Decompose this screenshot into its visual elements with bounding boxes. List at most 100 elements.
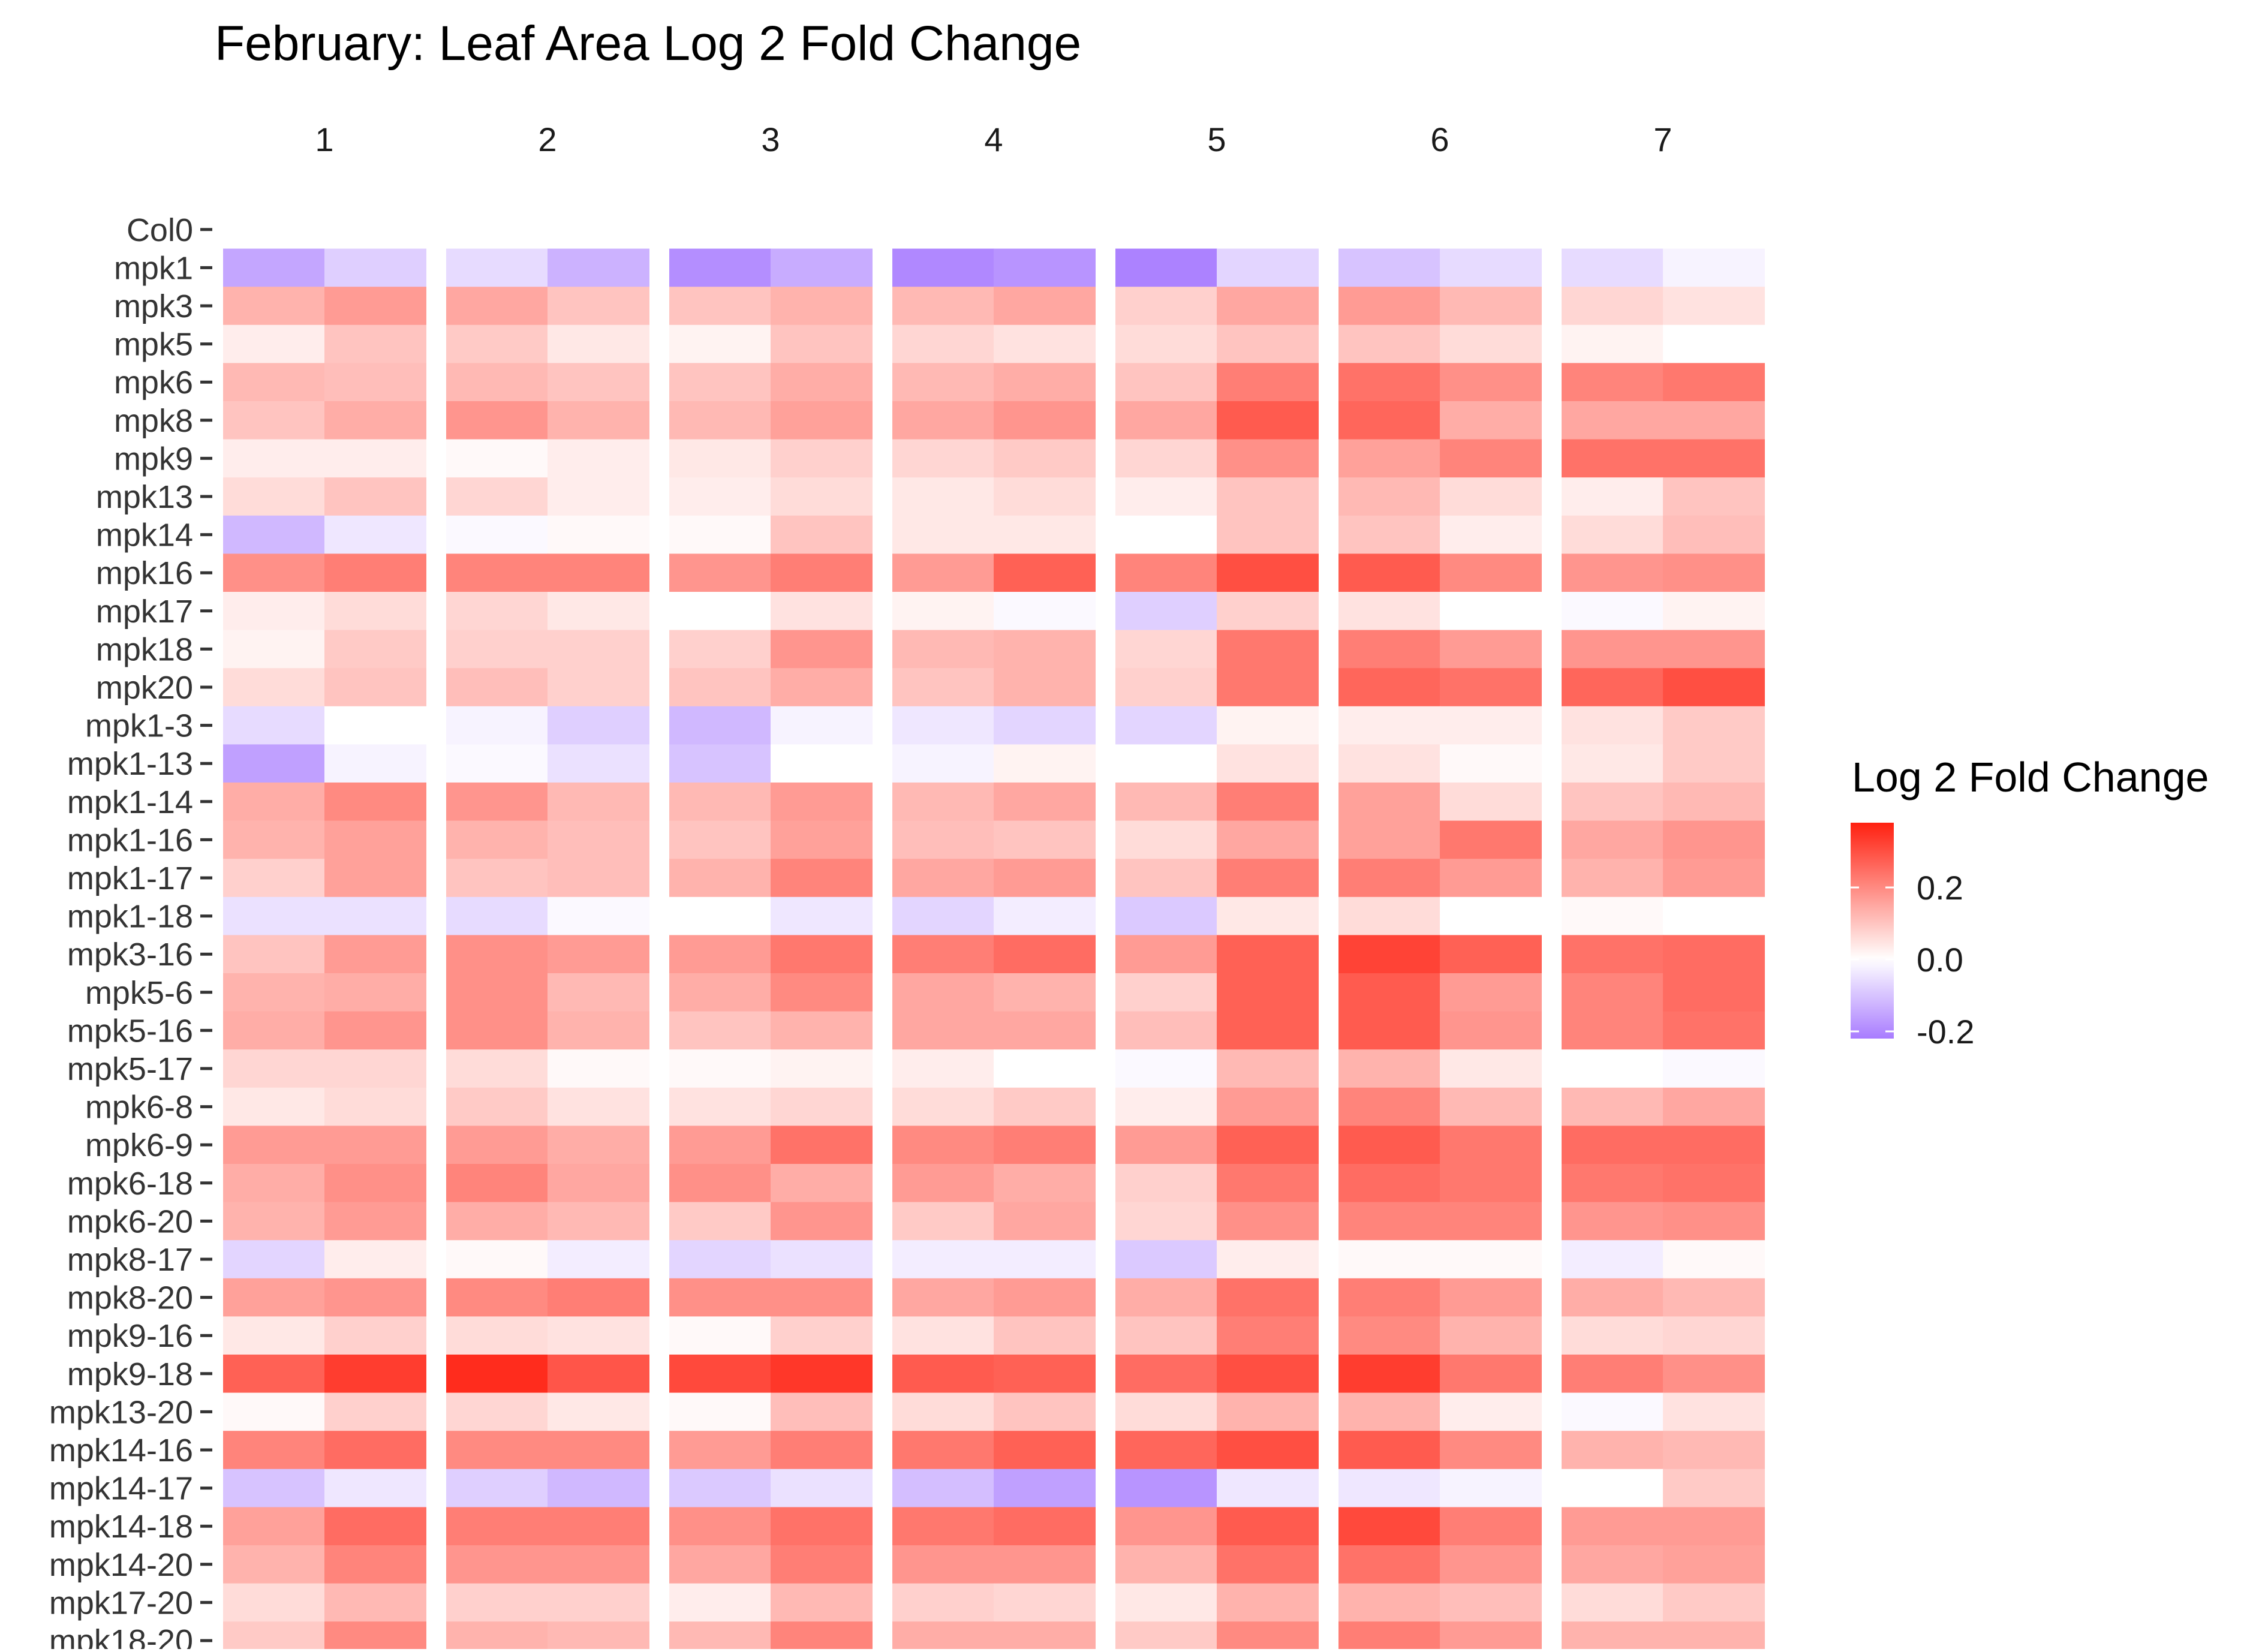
heatmap-cell (1217, 935, 1319, 974)
heatmap-cell (892, 820, 994, 860)
heatmap-cell (994, 859, 1096, 898)
heatmap-cell (1217, 1011, 1319, 1051)
heatmap-cell (223, 363, 325, 402)
heatmap-cell (1663, 1469, 1765, 1508)
heatmap-cell (1338, 1621, 1440, 1652)
heatmap-cell (1440, 592, 1542, 631)
heatmap-cell (1338, 248, 1440, 288)
heatmap-cell (1217, 515, 1319, 555)
heatmap-cell (994, 1049, 1096, 1088)
heatmap-cell (1440, 1507, 1542, 1546)
heatmap-cell (324, 515, 426, 555)
heatmap-cell (1217, 896, 1319, 936)
heatmap-cell (669, 1621, 771, 1652)
heatmap-cell (1562, 401, 1664, 440)
heatmap-cell (446, 1431, 548, 1470)
heatmap-cell (446, 553, 548, 592)
heatmap-cell (324, 973, 426, 1012)
heatmap-cell (223, 744, 325, 783)
heatmap-cell (446, 401, 548, 440)
heatmap-cell (446, 439, 548, 479)
heatmap-cell (1217, 1316, 1319, 1355)
heatmap-cell (771, 1087, 873, 1127)
heatmap-cell (892, 1545, 994, 1584)
heatmap-cell (1562, 706, 1664, 745)
heatmap-cell (1217, 1202, 1319, 1241)
heatmap-cell (1115, 706, 1217, 745)
heatmap-cell (1663, 706, 1765, 745)
heatmap-cell (1217, 1621, 1319, 1652)
heatmap-cell (548, 744, 649, 783)
heatmap-cell (892, 1469, 994, 1508)
heatmap-cell (892, 248, 994, 288)
heatmap-cell (994, 439, 1096, 479)
heatmap-cell (548, 1202, 649, 1241)
heatmap-cell (324, 706, 426, 745)
heatmap-cell (446, 324, 548, 364)
heatmap-cell (1217, 744, 1319, 783)
heatmap-cell (1663, 820, 1765, 860)
heatmap-cell (1440, 363, 1542, 402)
heatmap-cell (1338, 744, 1440, 783)
heatmap-cell (548, 248, 649, 288)
heatmap-cell (1663, 973, 1765, 1012)
heatmap-cell (1562, 1240, 1664, 1279)
heatmap-cell (446, 477, 548, 516)
heatmap-cell (1338, 1545, 1440, 1584)
heatmap-cell (771, 363, 873, 402)
heatmap-cell (1663, 287, 1765, 326)
heatmap-cell (223, 1507, 325, 1546)
heatmap-cell (994, 896, 1096, 936)
heatmap-cell (1562, 1621, 1664, 1652)
heatmap-cell (1217, 1583, 1319, 1623)
heatmap-cell (892, 1278, 994, 1317)
heatmap-cell (771, 324, 873, 364)
heatmap-cell (548, 439, 649, 479)
heatmap-cell (1663, 1431, 1765, 1470)
heatmap-cell (669, 630, 771, 669)
heatmap-cell (994, 1011, 1096, 1051)
heatmap-cell (1115, 248, 1217, 288)
heatmap-cell (994, 477, 1096, 516)
heatmap-cell (892, 1011, 994, 1051)
heatmap-cell (994, 553, 1096, 592)
heatmap-cell (1562, 1087, 1664, 1127)
heatmap-cell (1562, 1507, 1664, 1546)
heatmap-cell (1217, 477, 1319, 516)
row-label: mpk17-20 (49, 1585, 193, 1621)
heatmap-cell (446, 287, 548, 326)
heatmap-cell (548, 1087, 649, 1127)
heatmap-cell (1562, 935, 1664, 974)
heatmap-cell (548, 706, 649, 745)
heatmap-cell (771, 1049, 873, 1088)
heatmap-cell (1663, 210, 1765, 249)
heatmap-cell (324, 1316, 426, 1355)
heatmap-cell (669, 324, 771, 364)
heatmap-cell (1663, 1355, 1765, 1394)
heatmap-cell (994, 1392, 1096, 1432)
heatmap-cell (994, 1469, 1096, 1508)
heatmap-cell (1440, 477, 1542, 516)
heatmap-cell (1440, 896, 1542, 936)
heatmap-cells (223, 210, 1765, 1652)
heatmap-cell (1217, 1392, 1319, 1432)
heatmap-cell (446, 1011, 548, 1051)
heatmap-cell (994, 706, 1096, 745)
heatmap-cell (1663, 1392, 1765, 1432)
heatmap-cell (1663, 248, 1765, 288)
heatmap-cell (223, 630, 325, 669)
heatmap-cell (1115, 1049, 1217, 1088)
heatmap-cell (771, 248, 873, 288)
facet-label-3: 3 (761, 121, 780, 158)
heatmap-cell (1338, 973, 1440, 1012)
heatmap-cell (669, 744, 771, 783)
heatmap-cell (994, 324, 1096, 364)
heatmap-cell (548, 783, 649, 822)
heatmap-cell (771, 439, 873, 479)
heatmap-cell (446, 1355, 548, 1394)
heatmap-cell (771, 287, 873, 326)
heatmap-cell (1115, 859, 1217, 898)
heatmap-cell (1338, 1049, 1440, 1088)
heatmap-cell (1562, 859, 1664, 898)
